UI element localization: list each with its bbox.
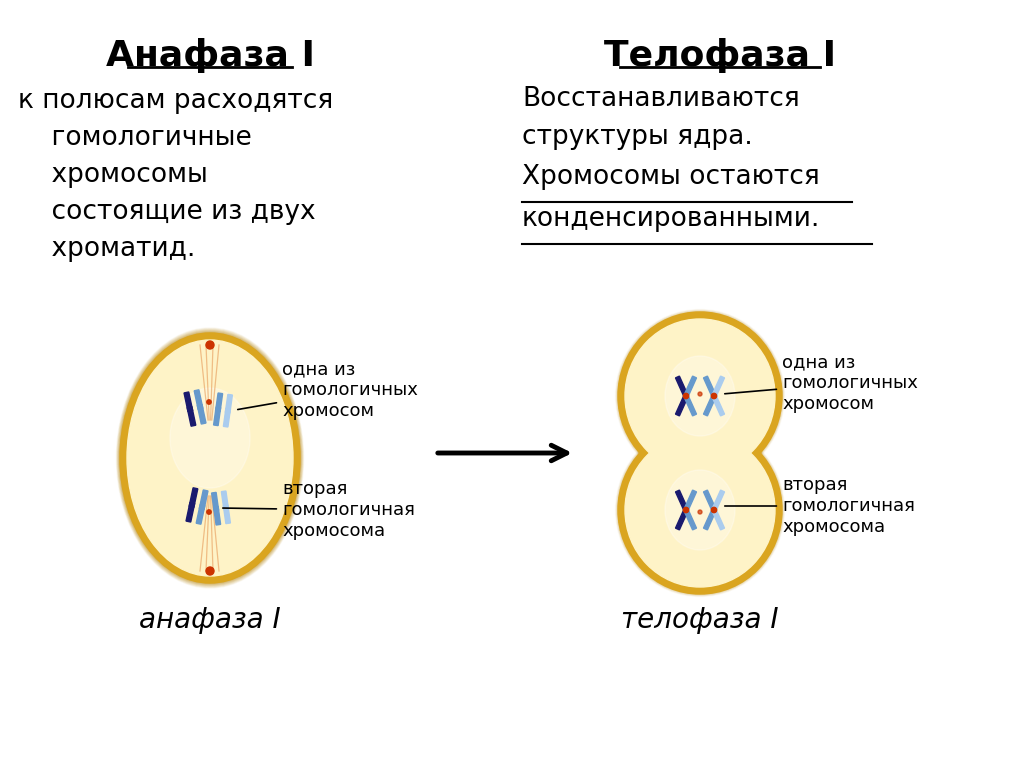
Ellipse shape [617,311,782,481]
Circle shape [207,510,211,515]
Ellipse shape [618,312,782,480]
Polygon shape [212,492,220,525]
Polygon shape [676,376,688,397]
Polygon shape [223,505,228,510]
Polygon shape [184,392,196,426]
Polygon shape [221,491,230,524]
Polygon shape [676,509,688,530]
Polygon shape [214,506,219,511]
Text: гомологичные: гомологичные [18,125,252,151]
Circle shape [207,400,211,404]
Text: вторая
гомологичная
хромосома: вторая гомологичная хромосома [223,480,415,540]
Text: Восстанавливаются: Восстанавливаются [522,86,800,112]
Text: анафаза I: анафаза I [139,606,281,634]
Polygon shape [676,490,688,511]
Polygon shape [703,395,716,416]
Text: одна из
гомологичных
хромосом: одна из гомологичных хромосом [725,353,918,413]
Polygon shape [216,407,220,412]
Polygon shape [200,505,205,510]
Ellipse shape [120,333,300,583]
Text: вторая
гомологичная
хромосома: вторая гомологичная хромосома [725,476,914,536]
Text: к полюсам расходятся: к полюсам расходятся [18,88,333,114]
Ellipse shape [616,310,783,482]
Ellipse shape [665,356,735,436]
Text: Хромосомы остаются: Хромосомы остаются [522,164,820,190]
Polygon shape [712,490,725,511]
Polygon shape [225,409,230,413]
Polygon shape [198,404,203,409]
Text: хромосомы: хромосомы [18,162,208,188]
Polygon shape [195,390,206,424]
Ellipse shape [127,340,293,576]
Polygon shape [197,490,208,525]
Circle shape [683,508,689,513]
Circle shape [683,393,689,399]
Ellipse shape [118,330,302,586]
Polygon shape [684,376,696,397]
Ellipse shape [617,425,782,595]
Ellipse shape [618,426,782,594]
Circle shape [206,567,214,575]
Polygon shape [712,395,725,416]
Polygon shape [703,376,716,397]
Ellipse shape [618,312,782,480]
Polygon shape [214,393,222,425]
Text: состоящие из двух: состоящие из двух [18,199,315,225]
Ellipse shape [117,328,303,588]
Text: структуры ядра.: структуры ядра. [522,124,753,150]
Ellipse shape [117,329,303,587]
Circle shape [206,341,214,349]
Polygon shape [712,509,725,530]
Ellipse shape [119,331,301,585]
Ellipse shape [170,388,250,488]
Polygon shape [703,509,716,530]
Polygon shape [684,490,696,511]
Text: хроматид.: хроматид. [18,236,196,262]
Polygon shape [684,509,696,530]
Polygon shape [186,488,198,522]
Polygon shape [189,502,195,508]
Text: телофаза I: телофаза I [622,606,778,634]
Polygon shape [676,395,688,416]
Polygon shape [703,490,716,511]
Ellipse shape [625,433,775,587]
Circle shape [712,508,717,513]
Text: одна из
гомологичных
хромосом: одна из гомологичных хромосом [238,360,418,420]
Ellipse shape [616,424,783,596]
Ellipse shape [120,333,300,583]
Polygon shape [223,395,232,427]
Text: Анафаза I: Анафаза I [105,38,314,73]
Text: Телофаза I: Телофаза I [604,38,836,73]
Polygon shape [187,406,193,412]
Ellipse shape [618,426,782,594]
Ellipse shape [665,470,735,550]
Ellipse shape [625,319,775,473]
Circle shape [698,510,702,514]
Polygon shape [712,376,725,397]
Ellipse shape [119,332,301,584]
Polygon shape [684,395,696,416]
Circle shape [712,393,717,399]
Text: конденсированными.: конденсированными. [522,206,820,232]
Circle shape [698,392,702,396]
